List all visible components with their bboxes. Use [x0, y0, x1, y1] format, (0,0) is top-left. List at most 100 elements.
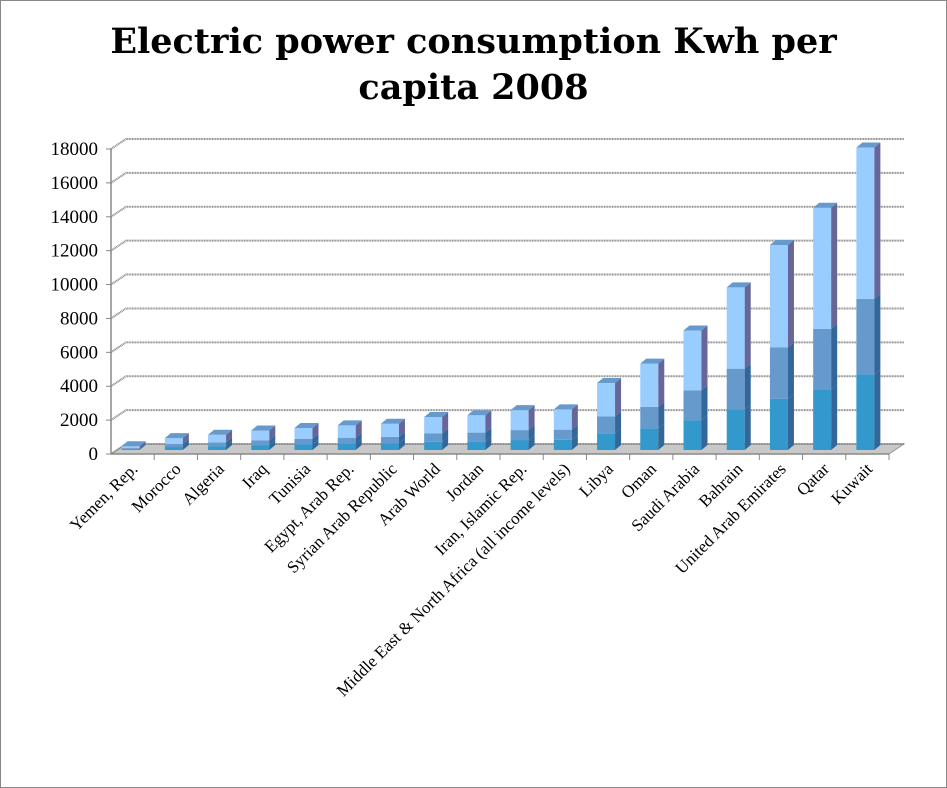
bar-segment-side	[571, 404, 578, 430]
bar-top	[640, 358, 665, 364]
gridline	[110, 341, 904, 354]
bar-segment-front	[294, 438, 313, 445]
bar-segment-front	[640, 363, 659, 407]
bar-segment-front	[553, 429, 572, 440]
bar-segment-front	[726, 409, 745, 450]
bar-segment-front	[424, 441, 443, 450]
bar-segment-side	[744, 404, 751, 450]
chart-title-line-2: capita 2008	[358, 67, 589, 108]
gridline	[110, 307, 904, 320]
y-tick-label: 12000	[51, 241, 99, 262]
x-tick-label: Qatar	[793, 459, 833, 499]
bar-segment-side	[874, 293, 881, 375]
bar-segment-front	[380, 423, 399, 437]
bar-segment-side	[528, 425, 535, 441]
bar-segment-side	[226, 429, 233, 443]
bar-oman	[640, 358, 665, 450]
bar-segment-side	[744, 282, 751, 369]
bar-segment-front	[337, 443, 356, 450]
bar-top	[683, 325, 708, 331]
bar-top	[597, 378, 622, 384]
bar-segment-front	[813, 207, 832, 329]
bar-bahrain	[726, 282, 751, 450]
y-tick-label: 0	[89, 444, 99, 465]
y-tick-label: 8000	[60, 308, 98, 329]
bar-top	[467, 410, 492, 416]
bar-top	[856, 142, 881, 148]
bar-segment-front	[380, 443, 399, 450]
bar-top	[380, 418, 405, 424]
bar-segment-front	[726, 368, 745, 410]
y-tick-label: 6000	[60, 342, 98, 363]
bar-segment-side	[528, 435, 535, 450]
bar-segment-front	[856, 298, 875, 375]
bar-saudi-arabia	[683, 325, 708, 450]
bar-segment-side	[182, 433, 189, 445]
bar-top	[553, 404, 578, 410]
gridline	[110, 138, 904, 150]
y-tick-label: 14000	[51, 207, 99, 228]
bar-top	[510, 405, 535, 411]
bar-arab-world	[424, 411, 449, 450]
bar-segment-side	[312, 433, 319, 445]
bar-segment-front	[380, 436, 399, 444]
bar-segment-front	[813, 328, 832, 390]
bar-segment-side	[139, 441, 146, 449]
bar-segment-side	[658, 423, 665, 450]
bar-segment-front	[856, 147, 875, 299]
bar-segment-side	[226, 441, 233, 450]
bar-segment-side	[787, 239, 794, 348]
bar-segment-side	[442, 436, 449, 450]
y-tick-label: 4000	[60, 376, 98, 397]
bar-segment-side	[312, 439, 319, 450]
bar-segment-side	[485, 436, 492, 450]
x-tick-label: Algeria	[178, 459, 228, 509]
bar-segment-side	[139, 444, 146, 450]
bar-tunisia	[294, 422, 319, 450]
bar-iran-islamic-rep-	[510, 405, 535, 450]
x-tick-label: Iraq	[238, 459, 271, 492]
bar-segment-front	[251, 445, 270, 450]
bar-top	[294, 422, 319, 428]
bar-segment-front	[683, 390, 702, 421]
y-tick-label: 16000	[51, 173, 99, 194]
bar-segment-front	[164, 447, 183, 450]
bar-segment-side	[269, 440, 276, 450]
bar-segment-side	[831, 323, 838, 390]
x-tick-label: Kuwait	[827, 459, 876, 508]
bar-segment-front	[510, 410, 529, 431]
bar-segment-side	[398, 418, 405, 437]
bar-segment-side	[831, 384, 838, 450]
bar-segment-side	[312, 422, 319, 439]
bar-segment-front	[597, 383, 616, 417]
bar-segment-side	[701, 385, 708, 421]
bar-segment-front	[424, 416, 443, 434]
bar-segment-front	[337, 437, 356, 444]
bar-segment-front	[164, 444, 183, 448]
bar-top	[251, 425, 276, 431]
bar-segment-front	[683, 420, 702, 450]
y-tick-label: 2000	[60, 410, 98, 431]
bar-qatar	[813, 202, 838, 450]
bar-segment-side	[701, 415, 708, 450]
bar-segment-side	[269, 435, 276, 446]
bar-segment-side	[787, 393, 794, 450]
bar-segment-side	[701, 325, 708, 391]
bar-yemen-rep-	[121, 441, 146, 450]
gridline	[110, 273, 904, 286]
bar-segment-front	[553, 409, 572, 430]
bar-segment-front	[510, 440, 529, 450]
bar-segment-side	[874, 369, 881, 450]
bar-segment-front	[813, 389, 832, 450]
bar-segment-side	[442, 428, 449, 442]
bar-segment-front	[121, 446, 140, 449]
bar-segment-side	[528, 405, 535, 431]
bar-segment-front	[208, 442, 227, 447]
bar-segment-side	[744, 363, 751, 410]
bar-segment-side	[355, 420, 362, 438]
bar-top	[164, 433, 189, 439]
bar-segment-side	[615, 428, 622, 450]
bar-top	[208, 429, 233, 435]
